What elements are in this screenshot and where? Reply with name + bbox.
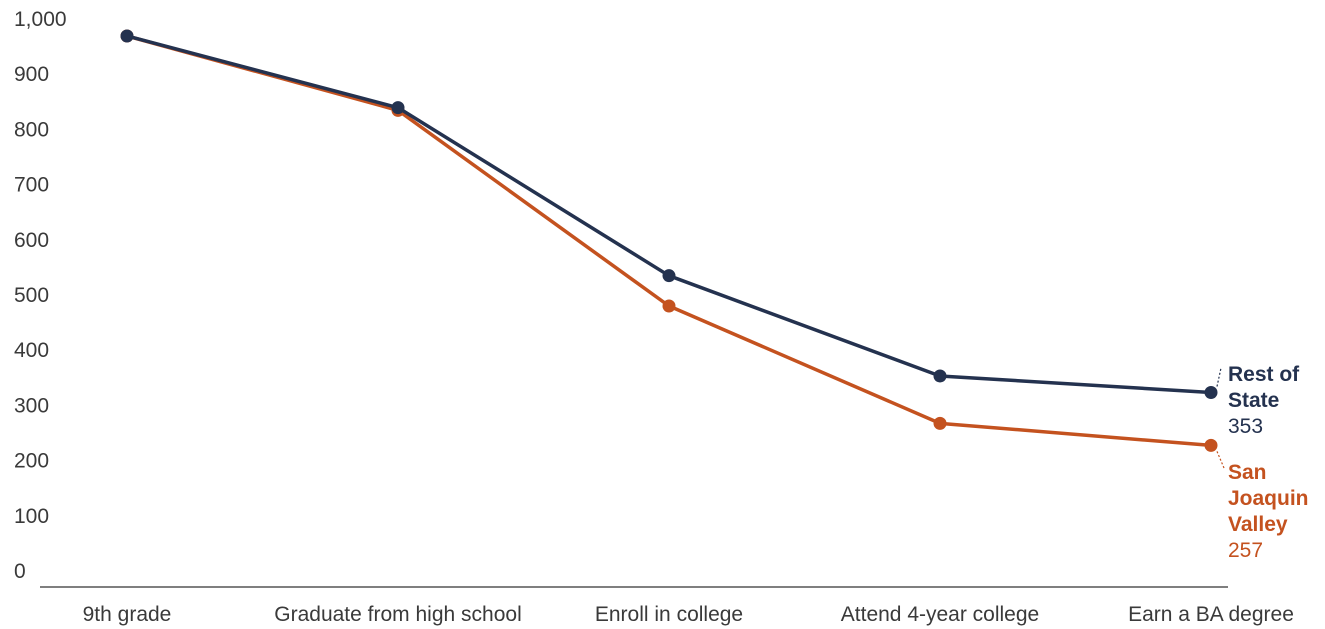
y-tick-label: 700 — [14, 174, 49, 197]
leader-line — [1216, 367, 1222, 387]
data-point — [391, 101, 405, 115]
series-name-label: State — [1228, 389, 1279, 412]
y-tick-label: 900 — [14, 63, 49, 86]
y-tick-label: 400 — [14, 339, 49, 362]
x-tick-label: Graduate from high school — [274, 603, 521, 626]
series-name-label: Rest of — [1228, 363, 1300, 386]
data-point — [662, 299, 676, 313]
series-name-label: Valley — [1228, 513, 1288, 536]
end-labels: Rest of State 353 San Joaquin Valley 257 — [1216, 363, 1309, 562]
series-name-label: Joaquin — [1228, 487, 1309, 510]
series-name-label: San — [1228, 461, 1267, 484]
y-tick-label: 800 — [14, 118, 49, 141]
data-point — [933, 369, 947, 383]
data-point — [662, 269, 676, 283]
x-tick-label: Enroll in college — [595, 603, 743, 626]
x-axis: 9th grade Graduate from high school Enroll… — [83, 603, 1294, 626]
data-point — [1204, 438, 1218, 452]
y-tick-label: 300 — [14, 394, 49, 417]
series-end-value: 353 — [1228, 415, 1263, 438]
x-tick-label: Attend 4-year college — [841, 603, 1039, 626]
y-tick-label: 500 — [14, 284, 49, 307]
y-tick-label: 0 — [14, 560, 26, 583]
series-line — [125, 34, 1213, 395]
leader-line — [1216, 451, 1225, 469]
y-tick-label: 100 — [14, 505, 49, 528]
series-end-value: 257 — [1228, 539, 1263, 562]
series-layer — [120, 29, 1218, 452]
y-tick-label: 1,000 — [14, 8, 67, 31]
data-point — [1204, 385, 1218, 399]
y-tick-label: 600 — [14, 229, 49, 252]
x-tick-label: 9th grade — [83, 603, 172, 626]
y-tick-label: 200 — [14, 450, 49, 473]
data-point — [933, 416, 947, 430]
y-axis: 0 100 200 300 400 500 600 700 800 900 1,000 — [14, 8, 67, 583]
x-tick-label: Earn a BA degree — [1128, 603, 1294, 626]
data-point — [120, 29, 134, 43]
